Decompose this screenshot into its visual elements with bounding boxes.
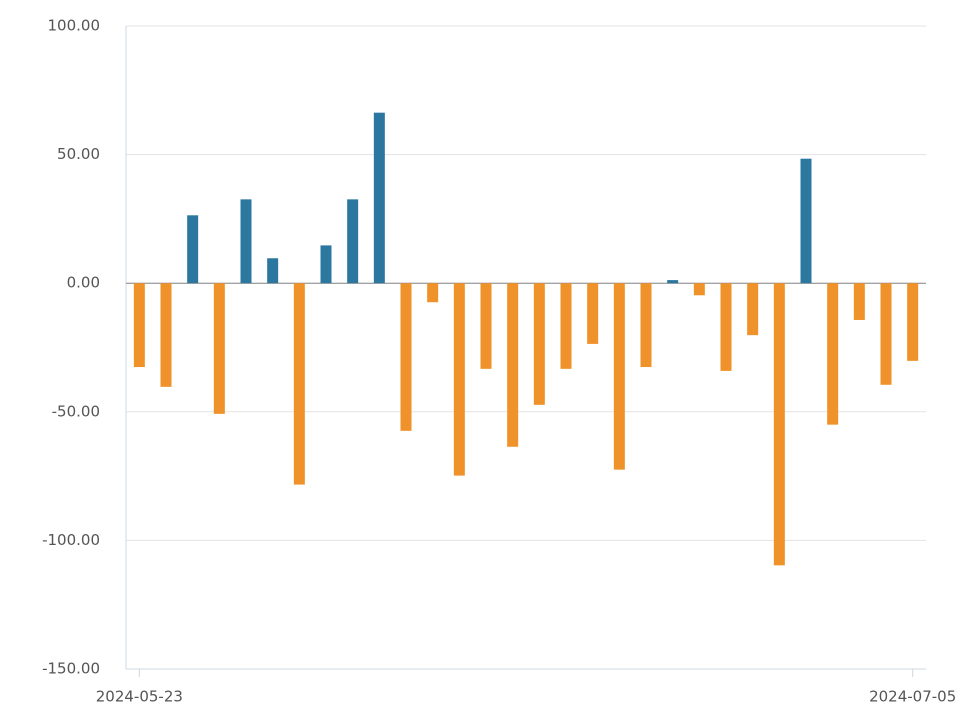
bar [693,283,705,296]
bar [613,283,625,470]
bar [827,283,839,425]
y-tick-label: -150.00 [42,660,100,678]
bar [293,283,305,485]
x-tick-label: 2024-07-05 [869,688,955,706]
bar [720,283,732,371]
bar [640,283,652,368]
bar [480,283,492,369]
bar [373,112,385,284]
bar [533,283,545,405]
y-tick-label: 100.00 [48,17,101,35]
bar [400,283,412,431]
y-tick-label: -100.00 [42,531,100,549]
bar [800,158,812,284]
bar [853,283,865,320]
bar [453,283,465,476]
bar [267,258,279,284]
bar [320,245,332,284]
bar [427,283,439,303]
bar [560,283,572,369]
bar [587,283,599,344]
bar [747,283,759,336]
y-tick-label: -50.00 [52,402,100,420]
x-tick-label: 2024-05-23 [96,688,183,706]
bar [187,215,199,284]
bar [667,280,679,284]
bar [507,283,519,447]
y-tick-label: 50.00 [57,145,100,163]
bar [773,283,785,566]
bar [213,283,225,414]
bar [880,283,892,385]
y-tick-label: 0.00 [67,274,100,292]
bar [907,283,919,361]
bar [240,199,252,284]
bar [160,283,172,387]
bar [133,283,145,368]
bar [347,199,359,284]
